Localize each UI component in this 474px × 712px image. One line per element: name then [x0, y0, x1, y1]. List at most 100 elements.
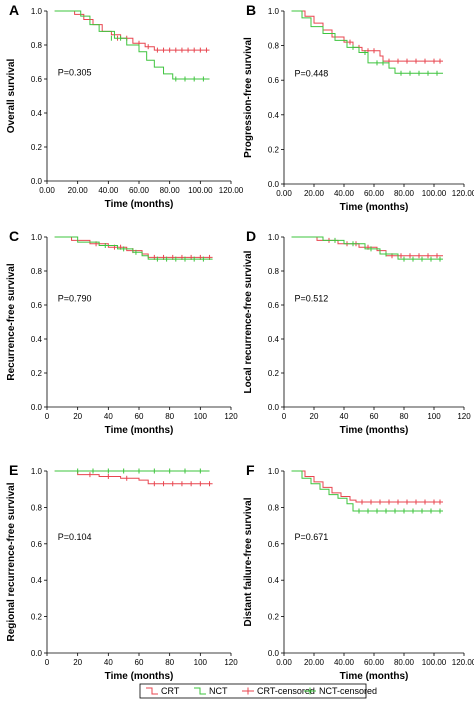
x-axis-label: Time (months) [105, 199, 174, 210]
y-axis-label: Overall survival [6, 59, 17, 134]
y-tick-label: 0.6 [268, 76, 280, 85]
y-tick-label: 0.0 [31, 177, 43, 186]
y-tick-label: 1.0 [31, 7, 43, 16]
legend-label: NCT-censored [319, 686, 377, 696]
panel-label: A [9, 2, 19, 18]
x-axis-label: Time (months) [105, 671, 174, 682]
y-tick-label: 0.4 [268, 335, 280, 344]
series-line-nct [291, 470, 443, 512]
p-value-label: P=0.305 [58, 68, 92, 78]
p-value-label: P=0.104 [58, 532, 92, 542]
y-tick-label: 0.4 [268, 111, 280, 120]
x-tick-label: 100.00 [422, 189, 447, 198]
p-value-label: P=0.448 [295, 69, 329, 79]
x-tick-label: 80 [165, 412, 174, 421]
y-tick-label: 0.0 [268, 403, 280, 412]
x-tick-label: 0 [282, 412, 287, 421]
x-tick-label: 0.00 [276, 658, 292, 667]
legend-label: CRT [161, 686, 180, 696]
x-tick-label: 20 [73, 658, 82, 667]
y-tick-label: 1.0 [31, 467, 43, 476]
panel-C: 0.0 0.2 0.4 0.6 0.8 1.0 0 20 40 60 80 100 120 Time (m… [6, 228, 238, 436]
x-axis-label: Time (months) [105, 425, 174, 436]
series-line-nct [54, 10, 210, 80]
x-tick-label: 80.00 [394, 658, 415, 667]
legend-swatch-nct [194, 687, 206, 695]
y-tick-label: 0.2 [31, 369, 43, 378]
x-tick-label: 120.00 [452, 658, 474, 667]
series-line-crt [54, 10, 210, 51]
x-tick-label: 20 [73, 412, 82, 421]
legend: CRT NCT CRT-censored NCT-censored [139, 683, 377, 699]
panel-B: 0.0 0.2 0.4 0.6 0.8 1.0 0.00 20.00 40.00 60.00 80.… [243, 2, 474, 213]
y-tick-label: 0.2 [268, 369, 280, 378]
x-tick-label: 20 [310, 412, 319, 421]
y-tick-label: 0.8 [268, 267, 280, 276]
panel-label: E [9, 462, 18, 478]
x-tick-label: 80.00 [394, 189, 415, 198]
y-tick-label: 1.0 [31, 233, 43, 242]
y-tick-label: 0.8 [268, 42, 280, 51]
x-tick-label: 60.00 [129, 186, 150, 195]
y-tick-label: 0.0 [268, 180, 280, 189]
x-tick-label: 60 [135, 412, 144, 421]
p-value-label: P=0.512 [295, 294, 329, 304]
y-axis-label: Local recurrence-free survival [243, 250, 254, 393]
x-tick-label: 0 [45, 658, 50, 667]
series-line-crt [291, 236, 443, 257]
x-axis-label: Time (months) [340, 671, 409, 682]
panel-F: 0.0 0.2 0.4 0.6 0.8 1.0 0.00 20.00 40.00 60.00 80.… [243, 462, 474, 682]
x-tick-label: 80.00 [160, 186, 181, 195]
series-line-crt [291, 10, 443, 62]
y-tick-label: 1.0 [268, 467, 280, 476]
y-tick-label: 0.0 [268, 649, 280, 658]
series-line-crt [291, 470, 443, 503]
x-tick-label: 60 [135, 658, 144, 667]
series-line-nct [54, 236, 213, 260]
x-tick-label: 60 [370, 412, 379, 421]
x-tick-label: 120 [224, 412, 238, 421]
y-tick-label: 0.4 [268, 576, 280, 585]
y-tick-label: 0.8 [31, 267, 43, 276]
series-line-crt [54, 470, 213, 485]
y-axis-label: Recurrence-free survival [6, 263, 17, 381]
y-tick-label: 0.2 [31, 613, 43, 622]
y-tick-label: 0.4 [31, 335, 43, 344]
p-value-label: P=0.790 [58, 294, 92, 304]
x-tick-label: 100 [194, 658, 208, 667]
legend-swatch-crt [146, 687, 158, 695]
x-axis-label: Time (months) [340, 202, 409, 213]
y-axis-label: Regional recurrence-free survival [6, 482, 17, 641]
y-tick-label: 1.0 [268, 233, 280, 242]
p-value-label: P=0.671 [295, 532, 329, 542]
panel-A: 0.0 0.2 0.4 0.6 0.8 1.0 0.00 20.00 40.00 60.00 80.… [6, 2, 244, 210]
x-tick-label: 80 [400, 412, 409, 421]
y-tick-label: 0.0 [31, 403, 43, 412]
series-line-crt [54, 236, 213, 258]
y-tick-label: 1.0 [268, 7, 280, 16]
panel-label: C [9, 228, 19, 244]
x-tick-label: 100 [194, 412, 208, 421]
x-tick-label: 120.00 [219, 186, 244, 195]
panel-E: 0.0 0.2 0.4 0.6 0.8 1.0 0 20 40 60 80 100 120 Time (m… [6, 462, 238, 682]
y-tick-label: 0.6 [31, 540, 43, 549]
x-tick-label: 120 [457, 412, 471, 421]
panel-D: 0.0 0.2 0.4 0.6 0.8 1.0 0 20 40 60 80 100 120 Time (m… [243, 228, 471, 436]
y-tick-label: 0.4 [31, 576, 43, 585]
y-tick-label: 0.4 [31, 109, 43, 118]
y-tick-label: 0.8 [31, 41, 43, 50]
x-tick-label: 40 [340, 412, 349, 421]
series-line-nct [291, 10, 443, 74]
x-tick-label: 120.00 [452, 189, 474, 198]
panel-label: F [246, 462, 255, 478]
x-tick-label: 20.00 [68, 186, 89, 195]
y-tick-label: 0.0 [31, 649, 43, 658]
y-tick-label: 0.2 [268, 145, 280, 154]
x-tick-label: 100.00 [188, 186, 213, 195]
x-tick-label: 100 [427, 412, 441, 421]
y-tick-label: 0.6 [268, 540, 280, 549]
x-tick-label: 80 [165, 658, 174, 667]
panel-label: D [246, 228, 256, 244]
y-tick-label: 0.2 [268, 613, 280, 622]
y-axis-label: Progression-free survival [243, 37, 254, 158]
